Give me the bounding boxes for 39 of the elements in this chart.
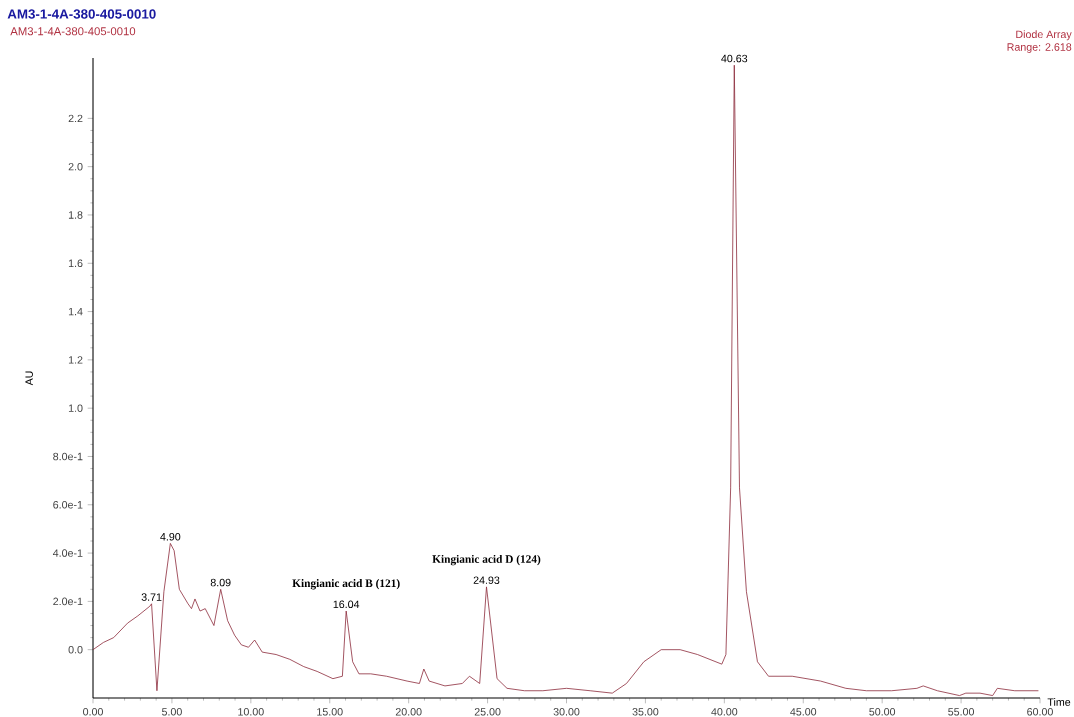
annotation: 24.93 bbox=[473, 576, 500, 584]
annotation: 3.71 bbox=[141, 593, 162, 601]
x-tick-label: 25.00 bbox=[474, 708, 501, 716]
y-tick-label: 1.2 bbox=[68, 356, 83, 364]
annotation: Kingianic acid D (124) bbox=[432, 554, 541, 566]
x-tick-label: 15.00 bbox=[317, 708, 343, 716]
y-tick-label: 1.8 bbox=[68, 211, 83, 219]
y-tick-label: 4.0e-1 bbox=[52, 549, 83, 557]
chart-subtitle: AM3-1-4A-380-405-0010 bbox=[10, 27, 136, 36]
y-tick-label: 0.0 bbox=[68, 645, 83, 654]
y-tick-label: 6.0e-1 bbox=[53, 501, 83, 509]
y-tick-label: 2.2 bbox=[68, 114, 83, 123]
x-tick-label: 20.00 bbox=[395, 708, 422, 716]
x-tick-label: 45.00 bbox=[790, 708, 817, 716]
x-tick-label: 10.00 bbox=[238, 708, 264, 716]
x-tick-label: 50.00 bbox=[869, 708, 896, 716]
x-tick-label: 35.00 bbox=[632, 708, 659, 716]
x-tick-label: 60.00 bbox=[1027, 708, 1053, 716]
x-tick-label: 30.00 bbox=[553, 708, 580, 716]
x-tick-label: 55.00 bbox=[948, 708, 975, 716]
chart-title: AM3-1-4A-380-405-0010 bbox=[7, 9, 156, 19]
annotation: 8.09 bbox=[210, 578, 231, 587]
y-tick-label: 1.0 bbox=[68, 404, 83, 412]
text: Diode Array bbox=[1016, 30, 1072, 41]
y-axis-title: AU bbox=[25, 371, 33, 386]
y-tick-label: 2.0 bbox=[68, 162, 83, 171]
x-tick-label: 5.00 bbox=[161, 708, 182, 716]
annotation: 4.90 bbox=[160, 532, 181, 541]
annotation: Kingianic acid B (121) bbox=[292, 579, 400, 590]
annotation: 16.04 bbox=[333, 600, 360, 609]
y-tick-label: 1.4 bbox=[68, 307, 83, 316]
y-tick-label: 2.0e-1 bbox=[53, 597, 83, 606]
annotation: 40.63 bbox=[721, 54, 748, 63]
x-tick-label: 0.00 bbox=[83, 708, 103, 716]
x-tick-label: 40.00 bbox=[711, 708, 738, 716]
y-tick-label: 1.6 bbox=[68, 259, 83, 268]
text: Range: 2.618 bbox=[1007, 43, 1072, 53]
y-tick-label: 8.0e-1 bbox=[53, 452, 83, 461]
x-axis-title: Time bbox=[1047, 698, 1071, 706]
